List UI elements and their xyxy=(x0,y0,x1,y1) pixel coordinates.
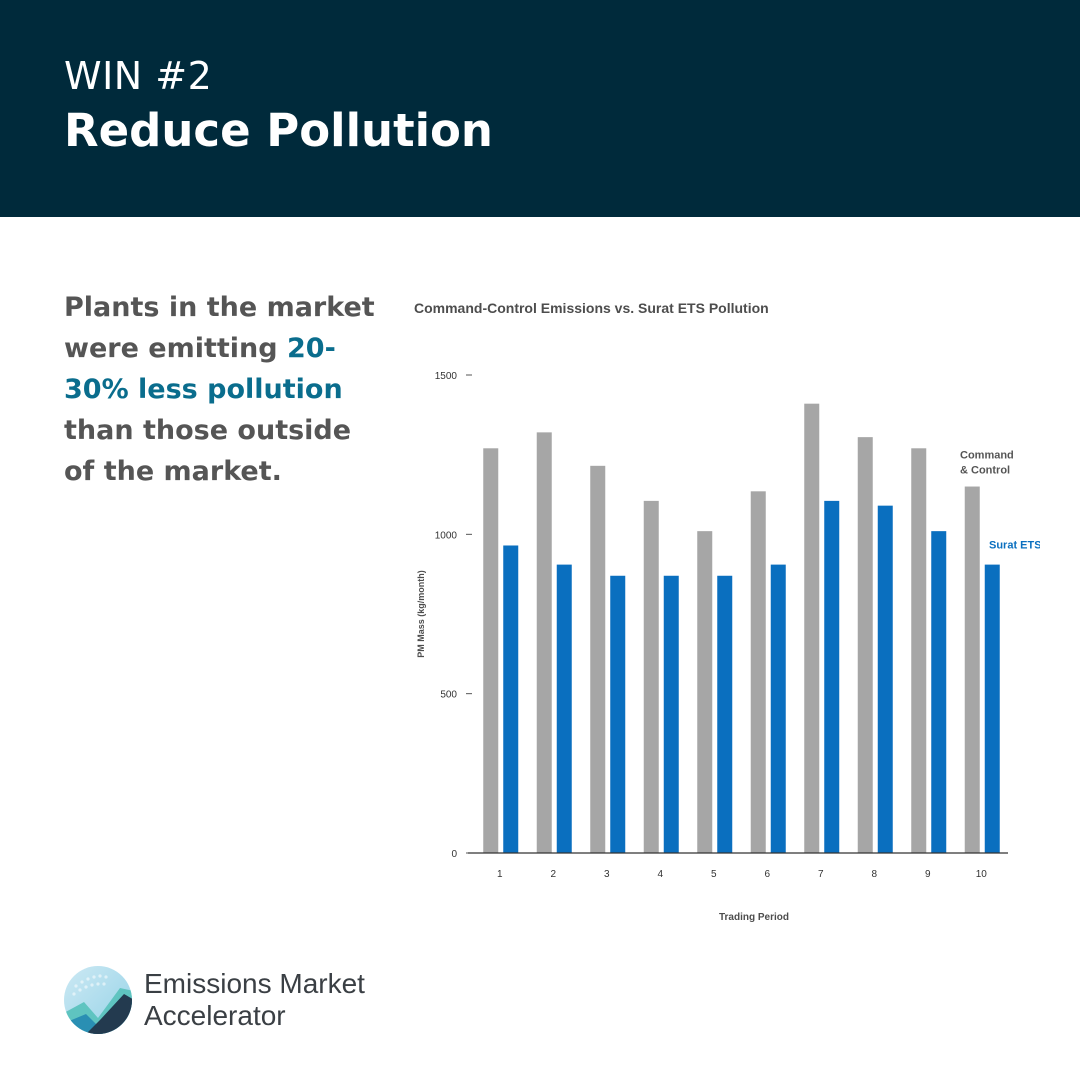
legend-command-control: Command xyxy=(960,450,1014,462)
bar-command-control xyxy=(590,465,606,853)
legend-surat-ets: Surat ETS xyxy=(989,540,1040,552)
key-finding-text: Plants in the market were emitting 20-30… xyxy=(64,287,382,492)
key-finding-highlight: 20-30% less pollution xyxy=(64,333,343,405)
brand-name: Emissions Market Accelerator xyxy=(144,968,365,1032)
x-tick-label: 10 xyxy=(976,869,988,880)
globe-logo-icon xyxy=(64,966,132,1034)
x-tick-label: 5 xyxy=(711,869,717,880)
bar-surat-ets xyxy=(984,564,1000,853)
bar-surat-ets xyxy=(717,575,733,853)
bar-surat-ets xyxy=(556,564,572,853)
bar-command-control xyxy=(804,403,820,853)
bar-command-control xyxy=(750,491,766,853)
brand-logo: Emissions Market Accelerator xyxy=(62,962,392,1038)
bar-command-control xyxy=(911,448,927,853)
bar-command-control xyxy=(536,432,552,853)
x-tick-label: 2 xyxy=(550,869,556,880)
legend-command-control: & Control xyxy=(960,465,1010,477)
x-tick-label: 4 xyxy=(657,869,663,880)
bar-command-control xyxy=(964,486,980,853)
x-axis-label: Trading Period xyxy=(719,912,789,923)
y-tick-label: 500 xyxy=(440,690,457,701)
bar-surat-ets xyxy=(824,500,840,853)
bar-surat-ets xyxy=(663,575,679,853)
y-tick-label: 1000 xyxy=(435,530,458,541)
x-tick-label: 7 xyxy=(818,869,824,880)
y-tick-label: 1500 xyxy=(435,371,458,382)
bar-command-control xyxy=(483,448,499,853)
key-finding-tail: than those outside of the market. xyxy=(64,415,352,487)
bar-surat-ets xyxy=(770,564,786,853)
bar-surat-ets xyxy=(610,575,626,853)
bar-surat-ets xyxy=(877,505,893,853)
bar-surat-ets xyxy=(503,545,519,853)
y-tick-label: 0 xyxy=(451,849,457,860)
brand-name-line2: Accelerator xyxy=(144,1000,286,1031)
x-tick-label: 6 xyxy=(764,869,770,880)
x-tick-label: 3 xyxy=(604,869,610,880)
brand-name-line1: Emissions Market xyxy=(144,968,365,999)
y-axis-label: PM Mass (kg/month) xyxy=(416,570,426,658)
bar-command-control xyxy=(857,437,873,853)
chart-title: Command-Control Emissions vs. Surat ETS … xyxy=(414,300,769,316)
page-title: Reduce Pollution xyxy=(64,104,493,157)
chart-svg: Command-Control Emissions vs. Surat ETS … xyxy=(414,300,1040,923)
bar-command-control xyxy=(643,500,659,853)
x-tick-label: 9 xyxy=(925,869,931,880)
bar-surat-ets xyxy=(931,531,947,853)
x-tick-label: 8 xyxy=(871,869,877,880)
win-number: WIN #2 xyxy=(64,54,213,98)
key-finding-lead: Plants in the market were emitting xyxy=(64,292,375,364)
header-banner: WIN #2 Reduce Pollution xyxy=(0,0,1080,217)
bar-command-control xyxy=(697,531,713,853)
x-tick-label: 1 xyxy=(497,869,503,880)
emissions-chart: Command-Control Emissions vs. Surat ETS … xyxy=(400,290,1040,940)
